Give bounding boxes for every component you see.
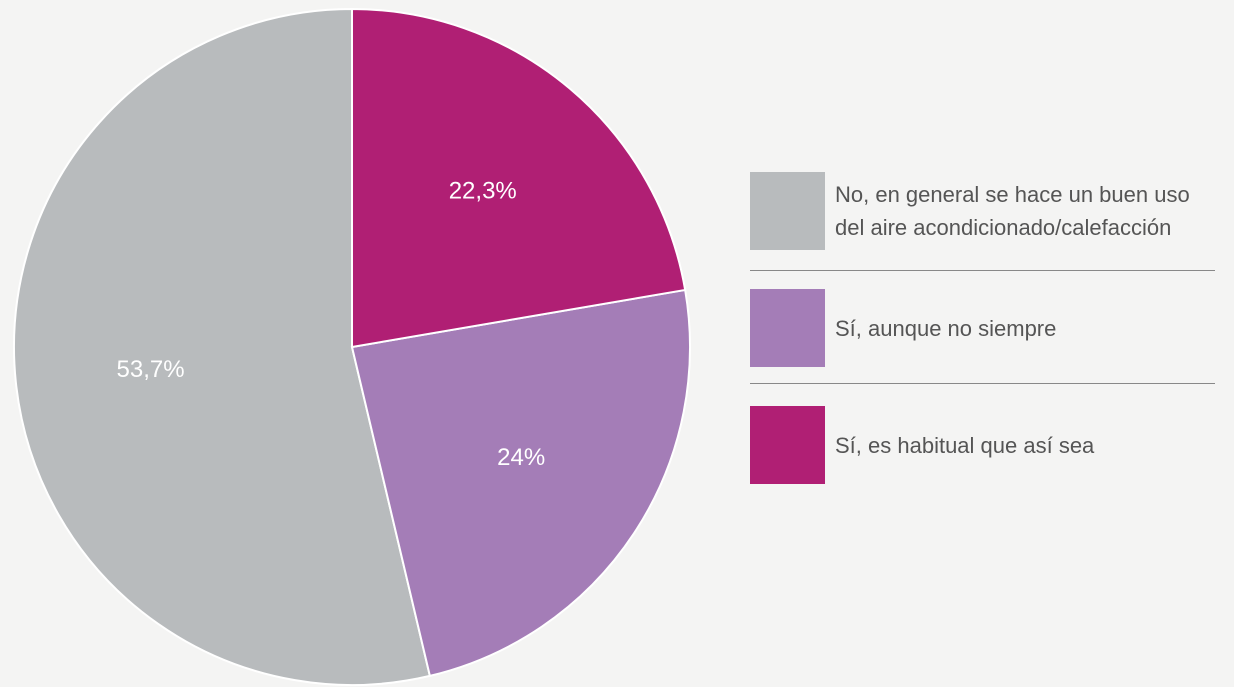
legend-separator bbox=[750, 383, 1215, 384]
legend-swatch bbox=[750, 406, 825, 484]
legend-separator bbox=[750, 270, 1215, 271]
legend-label: Sí, aunque no siempre bbox=[835, 315, 1057, 341]
pie-slice bbox=[13, 7, 432, 686]
legend-swatch bbox=[750, 172, 825, 250]
legend-label: No, en general se hace un buen uso del a… bbox=[835, 182, 1190, 240]
pie-slice bbox=[350, 288, 691, 678]
legend-label: Sí, es habitual que así sea bbox=[835, 432, 1095, 458]
pie-slice bbox=[351, 7, 687, 349]
legend-swatch bbox=[750, 289, 825, 367]
slice-label: 22,3% bbox=[449, 177, 517, 204]
slice-label: 53,7% bbox=[117, 356, 185, 383]
chart: 53,7% 24% 22,3% bbox=[13, 7, 691, 686]
slice-label: 24% bbox=[497, 444, 545, 471]
